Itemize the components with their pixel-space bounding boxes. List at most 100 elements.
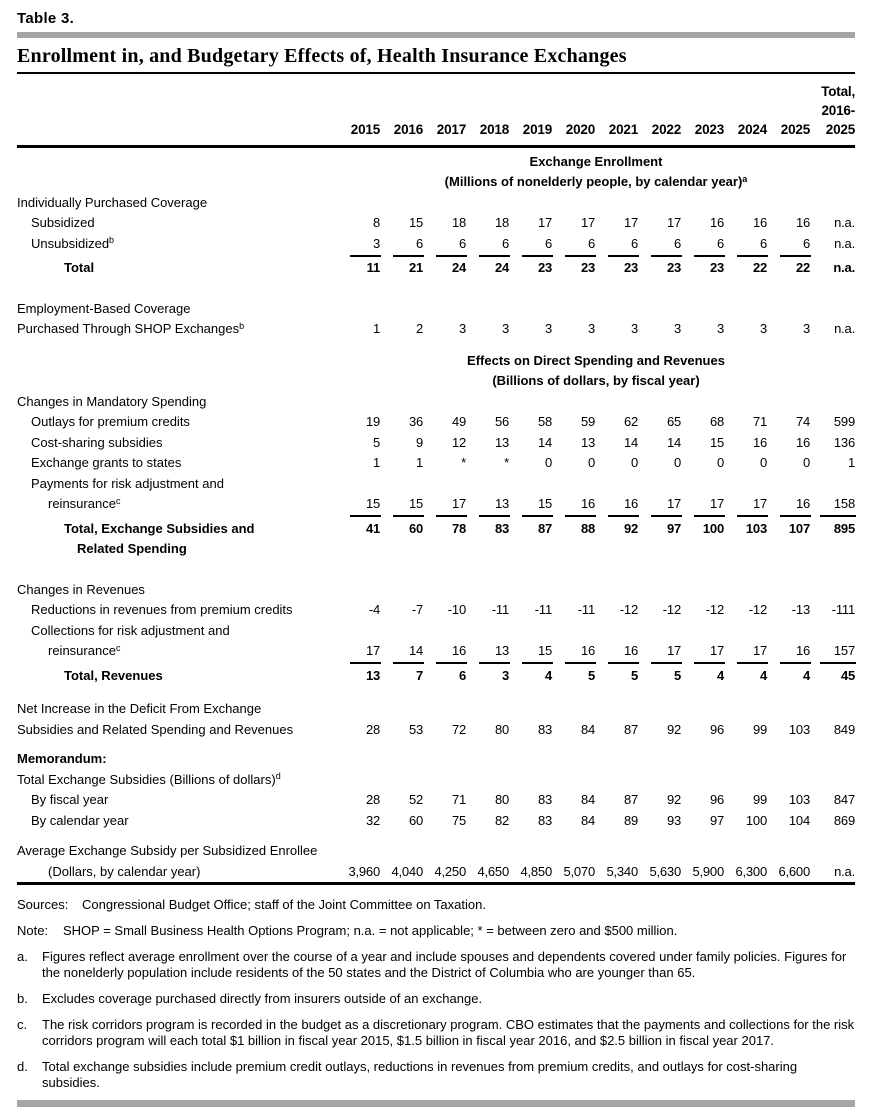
table-cell: 60	[408, 520, 423, 536]
row-label: Exchange grants to states	[17, 453, 337, 474]
row-values: 3,960 4,040 4,250 4,650 4,850 5,070 5,340 5,630…	[337, 862, 855, 883]
table-cell: -12	[705, 602, 724, 617]
row-label: Cost-sharing subsidies	[17, 433, 337, 454]
table-cell: 88	[580, 520, 595, 536]
section-header-line: Exchange Enrollment	[529, 153, 663, 169]
row-label-line: Changes in Revenues	[17, 581, 145, 597]
column-header-year: 2015	[350, 122, 380, 137]
table-cell: 15	[709, 434, 724, 450]
table-cell: 84	[580, 792, 595, 807]
table-cell: 6	[638, 234, 682, 256]
table-cell: 45	[840, 667, 855, 683]
table-cell: 92	[623, 520, 638, 536]
row-label-line: Cost-sharing subsidies	[31, 434, 163, 450]
table-row: Collections for risk adjustment and reins…	[17, 621, 856, 664]
table-cell: 5	[587, 667, 595, 683]
table-cell: 16	[552, 494, 596, 517]
row-label-line: Outlays for premium credits	[31, 414, 190, 429]
row-label: Average Exchange Subsidy per Subsidized …	[17, 841, 337, 882]
table-cell: 15	[509, 494, 553, 517]
footnote-text: Excludes coverage purchased directly fro…	[42, 990, 483, 1006]
table-cell: 103	[788, 721, 810, 737]
table-cell: 3	[673, 321, 681, 336]
table-cell: 6	[681, 234, 725, 256]
table-cell: 59	[580, 414, 595, 429]
table-cell: 28	[365, 721, 380, 737]
table-cell: 16	[795, 434, 810, 450]
table-cell: 6	[466, 234, 510, 256]
row-label: By fiscal year	[17, 790, 337, 811]
table-cell: n.a.	[834, 215, 855, 230]
table-cell: 158	[810, 494, 856, 517]
row-label: Subsidized	[17, 213, 337, 234]
table-cell: 23	[623, 260, 638, 275]
table-cell: 6	[724, 234, 768, 256]
table-cell: -11	[534, 602, 552, 617]
footnotes-section: Sources: Congressional Budget Office; sta…	[17, 897, 855, 1091]
table-cell: 13	[466, 641, 510, 664]
table-cell: 17	[681, 641, 725, 664]
table-row: Total Exchange Subsidies (Billions of do…	[17, 770, 855, 791]
row-label-line: Subsidized	[31, 215, 95, 230]
row-label-line: Changes in Mandatory Spending	[17, 393, 207, 409]
footnote: Note: SHOP = Small Business Health Option…	[17, 923, 855, 939]
footnote: b. Excludes coverage purchased directly f…	[17, 991, 855, 1007]
table-cell: 17	[724, 641, 768, 664]
table-cell: 28	[365, 792, 380, 807]
table-cell: 4	[802, 667, 810, 683]
table-cell: 104	[788, 812, 810, 828]
total-column-header-line: Total,	[821, 84, 855, 99]
footnote-text: The risk corridors program is recorded i…	[42, 1016, 855, 1048]
table-cell: 16	[767, 641, 811, 664]
table-cell: n.a.	[833, 260, 855, 275]
row-label: Outlays for premium credits	[17, 412, 337, 433]
title-rule	[17, 72, 855, 74]
row-label-line: Purchased Through SHOP Exchangesb	[17, 320, 245, 336]
table-cell: 16	[709, 215, 724, 230]
row-label: By calendar year	[17, 811, 337, 832]
table-cell: 15	[408, 215, 423, 230]
table-cell: 58	[537, 414, 552, 429]
row-label-line: Total, Revenues	[64, 667, 163, 683]
row-label-line: Employment-Based Coverage	[17, 300, 191, 316]
table-cell: 4	[544, 667, 552, 683]
total-column-header: Total, 2016- 2025	[810, 82, 855, 139]
table-cell: 22	[795, 260, 810, 275]
table-cell: 60	[408, 812, 423, 828]
table-cell: 136	[833, 434, 855, 450]
header-rule	[17, 145, 855, 148]
row-label-line: Exchange grants to states	[31, 455, 182, 470]
table-cell: 23	[537, 260, 552, 275]
row-values: 28 52 71 80 83 84 87 92 96 99 103 847	[337, 790, 855, 811]
table-body: Exchange Enrollment (Millions of nonelder…	[17, 148, 856, 883]
table-cell: 89	[623, 812, 638, 828]
table-cell: 14	[537, 434, 552, 450]
table-cell: 0	[630, 455, 638, 470]
row-label: Total Exchange Subsidies (Billions of do…	[17, 770, 337, 791]
row-values: 41 60 78 83 87 88 92 97 100 103 107 895	[337, 519, 855, 540]
footnote-marker: b	[239, 320, 245, 331]
table-cell: 80	[494, 792, 509, 807]
row-values: 1 2 3 3 3 3 3 3 3 3 3 n.a.	[337, 319, 855, 340]
table-cell: 0	[544, 455, 552, 470]
table-cell: 74	[795, 414, 810, 429]
row-label-line: Payments for risk adjustment and	[31, 475, 224, 491]
row-label: Total	[17, 258, 337, 279]
table-cell: 22	[752, 260, 767, 275]
footnote-marker: a	[742, 173, 748, 184]
table-cell: 3	[716, 321, 724, 336]
table-cell: -11	[577, 602, 595, 617]
column-header-year: 2017	[436, 122, 466, 137]
row-label-line: Related Spending	[77, 541, 187, 556]
column-header-year: 2020	[565, 122, 595, 137]
table-cell: 75	[451, 812, 466, 828]
table-row: Subsidized 8 15 18 18 17 17 17 17 16 16 16 n.a.	[17, 213, 855, 234]
table-row: Reductions in revenues from premium cred…	[17, 600, 855, 621]
column-header-year: 2021	[608, 122, 638, 137]
row-label: Reductions in revenues from premium cred…	[17, 600, 337, 621]
table-cell: 4,850	[520, 863, 552, 879]
table-cell: 97	[709, 812, 724, 828]
table-cell: 16	[595, 494, 639, 517]
table-cell: 3	[544, 321, 552, 336]
table-cell: 2	[415, 321, 423, 336]
